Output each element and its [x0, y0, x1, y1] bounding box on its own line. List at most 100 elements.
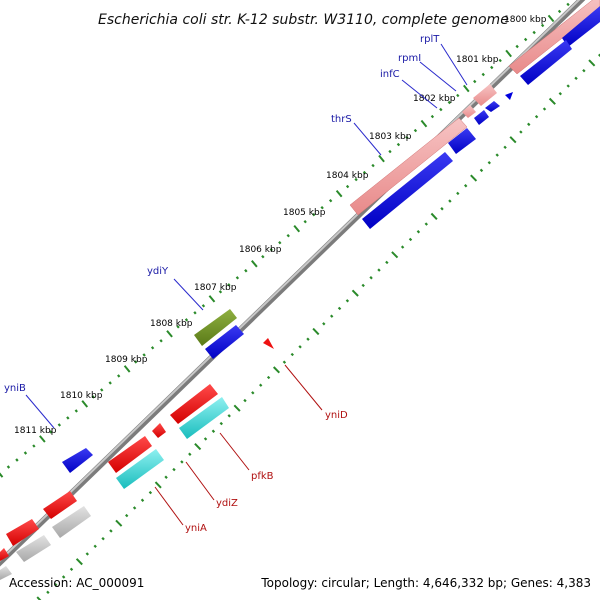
ruler-minor-tick	[574, 76, 578, 80]
ruler-minor-tick	[172, 467, 176, 472]
ruler-major-tick	[81, 400, 89, 408]
gene-feature-pink[interactable]	[349, 117, 468, 216]
ruler-minor-tick	[243, 398, 247, 403]
gene-feature-blue[interactable]	[520, 40, 572, 85]
ruler-minor-tick	[456, 93, 460, 98]
gene-feature-red[interactable]	[0, 548, 9, 561]
gene-feature-cyan[interactable]	[179, 397, 229, 439]
ruler-minor-tick	[235, 276, 240, 280]
gene-label-infC[interactable]: infC	[380, 69, 400, 80]
gene-feature-blue[interactable]	[562, 6, 600, 47]
ruler-minor-tick	[69, 567, 74, 571]
kbp-label: 1802 kbp	[413, 94, 456, 104]
ruler-major-tick	[509, 136, 517, 144]
ruler-minor-tick	[142, 353, 146, 357]
kbp-label: 1811 kbp	[14, 426, 57, 436]
ruler-minor-tick	[424, 222, 428, 226]
ruler-minor-tick	[456, 191, 460, 196]
gene-feature-blue[interactable]	[205, 325, 244, 359]
gene-feature-blue[interactable]	[485, 101, 500, 112]
ruler-minor-tick	[328, 198, 333, 203]
ruler-minor-tick	[159, 339, 163, 343]
gene-feature-blue[interactable]	[474, 110, 489, 125]
ruler-minor-tick	[184, 318, 189, 322]
genome-summary: Topology: circular; Length: 4,646,332 bp…	[260, 576, 591, 590]
gene-feature-gray[interactable]	[0, 566, 12, 580]
gene-feature-red[interactable]	[6, 519, 39, 546]
gene-feature-red[interactable]	[170, 384, 218, 424]
gene-label-rplT[interactable]: rplT	[420, 34, 440, 45]
gene-feature-blue[interactable]	[362, 152, 453, 229]
forward-features	[62, 0, 600, 473]
gene-label-ydiZ[interactable]: ydiZ	[216, 498, 238, 509]
gene-label-pfkB[interactable]: pfkB	[251, 471, 274, 482]
map-title: Escherichia coli str. K-12 substr. W3110…	[98, 12, 509, 28]
ruler-minor-tick	[6, 465, 11, 469]
gene-feature-red[interactable]	[263, 338, 274, 349]
ruler-minor-tick	[345, 184, 350, 189]
ruler-minor-tick	[100, 388, 104, 392]
gene-feature-blue[interactable]	[448, 128, 476, 154]
ruler-minor-tick	[117, 374, 121, 378]
gene-label-yniD[interactable]: yniD	[325, 410, 348, 421]
kbp-label: 1809 kbp	[105, 355, 148, 365]
ruler-minor-tick	[15, 458, 19, 462]
ruler-major-tick	[0, 472, 4, 478]
ruler-minor-tick	[211, 429, 216, 433]
gene-label-yniB[interactable]: yniB	[4, 383, 26, 394]
ruler-minor-tick	[133, 360, 138, 364]
ruler-major-tick	[588, 59, 596, 67]
gene-feature-red[interactable]	[43, 491, 77, 519]
gene-feature-cyan[interactable]	[116, 449, 164, 489]
kbp-label: 1807 kbp	[194, 283, 237, 293]
ruler-minor-tick	[369, 276, 373, 280]
gene-feature-red[interactable]	[152, 423, 166, 438]
ruler-minor-tick	[85, 552, 89, 556]
ruler-minor-tick	[440, 207, 444, 211]
ruler-minor-tick	[259, 383, 263, 387]
gene-label-ydiY[interactable]: ydiY	[147, 266, 169, 277]
gene-feature-pink[interactable]	[508, 0, 600, 75]
ruler-minor-tick	[201, 304, 206, 308]
ruler-minor-tick	[464, 184, 468, 188]
ruler-major-tick	[154, 481, 162, 489]
ruler-minor-tick	[148, 490, 153, 495]
ruler-major-tick	[378, 154, 385, 163]
ruler-minor-tick	[93, 544, 97, 548]
gene-labels: rplT rpmI infC thrS ydiY yniB yniD pfkB …	[4, 34, 440, 534]
gene-feature-pink[interactable]	[462, 105, 476, 118]
gene-label-yniA[interactable]: yniA	[185, 523, 207, 534]
gene-feature-blue[interactable]	[62, 448, 93, 473]
ruler-minor-tick	[227, 414, 231, 418]
ruler-minor-tick	[361, 283, 365, 288]
gene-label-rpmI[interactable]: rpmI	[398, 53, 421, 64]
ruler-major-tick	[194, 442, 202, 451]
ruler-major-tick	[463, 84, 470, 93]
ruler-minor-tick	[180, 460, 184, 464]
ruler-minor-tick	[266, 375, 271, 380]
ruler-minor-tick	[487, 161, 491, 165]
ruler-ticks-inner	[36, 53, 600, 600]
ruler-minor-tick	[188, 452, 192, 456]
gene-feature-gray[interactable]	[52, 506, 91, 538]
ruler-minor-tick	[430, 114, 435, 119]
ruler-major-tick	[420, 119, 428, 128]
gene-feature-olive[interactable]	[194, 309, 237, 346]
ruler-minor-tick	[322, 322, 326, 326]
gene-feature-red[interactable]	[108, 436, 152, 473]
ruler-minor-tick	[306, 337, 310, 341]
ruler-major-tick	[335, 189, 343, 198]
kbp-label: 1803 kbp	[369, 132, 412, 142]
gene-feature-pink[interactable]	[473, 84, 497, 106]
gene-label-thrS[interactable]: thrS	[331, 114, 352, 125]
ruler-major-tick	[505, 49, 512, 58]
ruler-minor-tick	[396, 142, 401, 147]
ruler-minor-tick	[439, 107, 443, 112]
gene-feature-gray[interactable]	[16, 535, 51, 562]
ruler-major-tick	[272, 366, 281, 374]
ruler-minor-tick	[448, 199, 452, 203]
ruler-major-tick	[547, 14, 555, 23]
gene-feature-blue[interactable]	[505, 92, 513, 100]
ruler-minor-tick	[32, 444, 36, 448]
ruler-major-tick	[115, 519, 123, 527]
